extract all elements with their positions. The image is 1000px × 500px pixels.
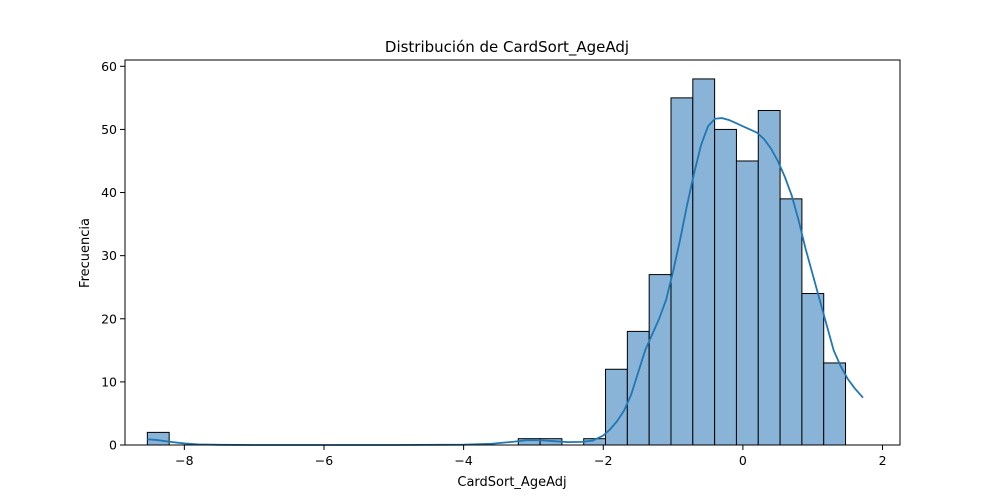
y-tick-label: 50	[101, 122, 117, 137]
histogram-bar	[801, 293, 825, 446]
histogram-bar	[648, 274, 672, 446]
y-tick-label: 0	[109, 438, 117, 453]
x-tick-label: −2	[594, 453, 612, 468]
y-tick-label: 10	[101, 374, 117, 389]
x-tick-label: −4	[454, 453, 472, 468]
y-tick-label: 60	[101, 59, 117, 74]
histogram-bar	[605, 368, 628, 446]
x-tick-label: 0	[739, 453, 747, 468]
y-tick-label: 20	[101, 311, 117, 326]
x-axis-label: CardSort_AgeAdj	[457, 475, 566, 490]
y-axis-label: Frecuencia	[78, 218, 93, 288]
histogram-bar	[823, 362, 847, 446]
x-tick-label: 2	[879, 453, 887, 468]
x-tick-label: −8	[175, 453, 193, 468]
y-axis-ticks: 0 10 20 30 40 50 60	[101, 59, 125, 453]
histogram-bar	[692, 78, 716, 446]
histogram-bar	[670, 97, 694, 446]
y-tick-label: 30	[101, 248, 117, 263]
chart-title: Distribución de CardSort_AgeAdj	[385, 38, 629, 57]
bars-layer	[146, 78, 847, 446]
x-axis-ticks: −8 −6 −4 −2 0 2	[175, 445, 887, 468]
histogram-bar	[779, 198, 803, 446]
x-tick-label: −6	[315, 453, 333, 468]
y-tick-label: 40	[101, 185, 117, 200]
histogram-bar	[735, 160, 759, 446]
histogram-bar	[714, 128, 737, 446]
plot-frame	[124, 59, 901, 446]
